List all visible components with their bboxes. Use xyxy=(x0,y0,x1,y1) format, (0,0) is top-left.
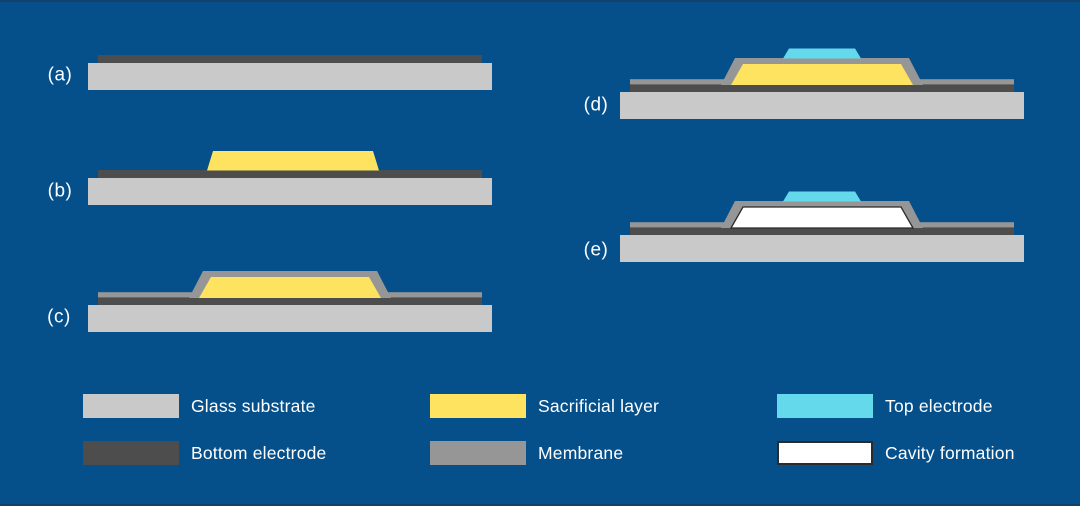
legend-swatch-top-electrode xyxy=(777,394,873,418)
legend-item-bottom-electrode: Bottom electrode xyxy=(83,441,327,465)
step-b-label: (b) xyxy=(47,180,73,202)
glass-substrate-shape xyxy=(620,235,1024,262)
top-electrode-shape xyxy=(783,191,861,202)
glass-substrate-shape xyxy=(88,63,492,90)
legend-item-cavity-formation: Cavity formation xyxy=(777,441,1015,465)
device-cross-section-b xyxy=(88,151,492,205)
legend-swatch-glass-substrate xyxy=(83,394,179,418)
bottom-electrode-shape xyxy=(98,170,482,178)
legend-item-membrane: Membrane xyxy=(430,441,623,465)
bottom-electrode-shape xyxy=(98,55,482,63)
glass-substrate-shape xyxy=(88,305,492,332)
legend-item-top-electrode: Top electrode xyxy=(777,394,993,418)
sacrificial-layer-shape xyxy=(731,64,913,85)
bottom-edge-line xyxy=(0,504,1080,506)
bottom-electrode-shape xyxy=(630,227,1014,235)
device-cross-section-a xyxy=(88,55,492,90)
device-cross-section-e xyxy=(620,191,1024,262)
sacrificial-layer-shape xyxy=(207,151,379,171)
legend-label-top-electrode: Top electrode xyxy=(885,395,993,416)
top-electrode-shape xyxy=(783,48,861,59)
sacrificial-layer-shape xyxy=(199,277,381,298)
bottom-electrode-shape xyxy=(98,297,482,305)
legend-swatch-membrane xyxy=(430,441,526,465)
device-cross-section-d xyxy=(620,48,1024,119)
legend-label-bottom-electrode: Bottom electrode xyxy=(191,442,327,463)
step-a-label: (a) xyxy=(47,64,73,86)
step-d-label: (d) xyxy=(583,94,609,116)
glass-substrate-shape xyxy=(88,178,492,205)
legend-label-sacrificial-layer: Sacrificial layer xyxy=(538,395,660,416)
glass-substrate-shape xyxy=(620,92,1024,119)
device-cross-section-c xyxy=(88,271,492,332)
legend-label-cavity-formation: Cavity formation xyxy=(885,442,1015,463)
step-c-label: (c) xyxy=(47,306,71,328)
top-edge-line xyxy=(0,0,1080,2)
legend-item-glass-substrate: Glass substrate xyxy=(83,394,316,418)
cavity-shape xyxy=(729,206,915,229)
legend-item-sacrificial-layer: Sacrificial layer xyxy=(430,394,659,418)
bottom-electrode-shape xyxy=(630,84,1014,92)
legend-swatch-bottom-electrode xyxy=(83,441,179,465)
step-e-label: (e) xyxy=(583,239,609,261)
legend-swatch-sacrificial-layer xyxy=(430,394,526,418)
legend-label-membrane: Membrane xyxy=(538,442,624,463)
legend-label-glass-substrate: Glass substrate xyxy=(191,395,316,416)
legend-swatch-cavity-formation xyxy=(777,441,873,465)
